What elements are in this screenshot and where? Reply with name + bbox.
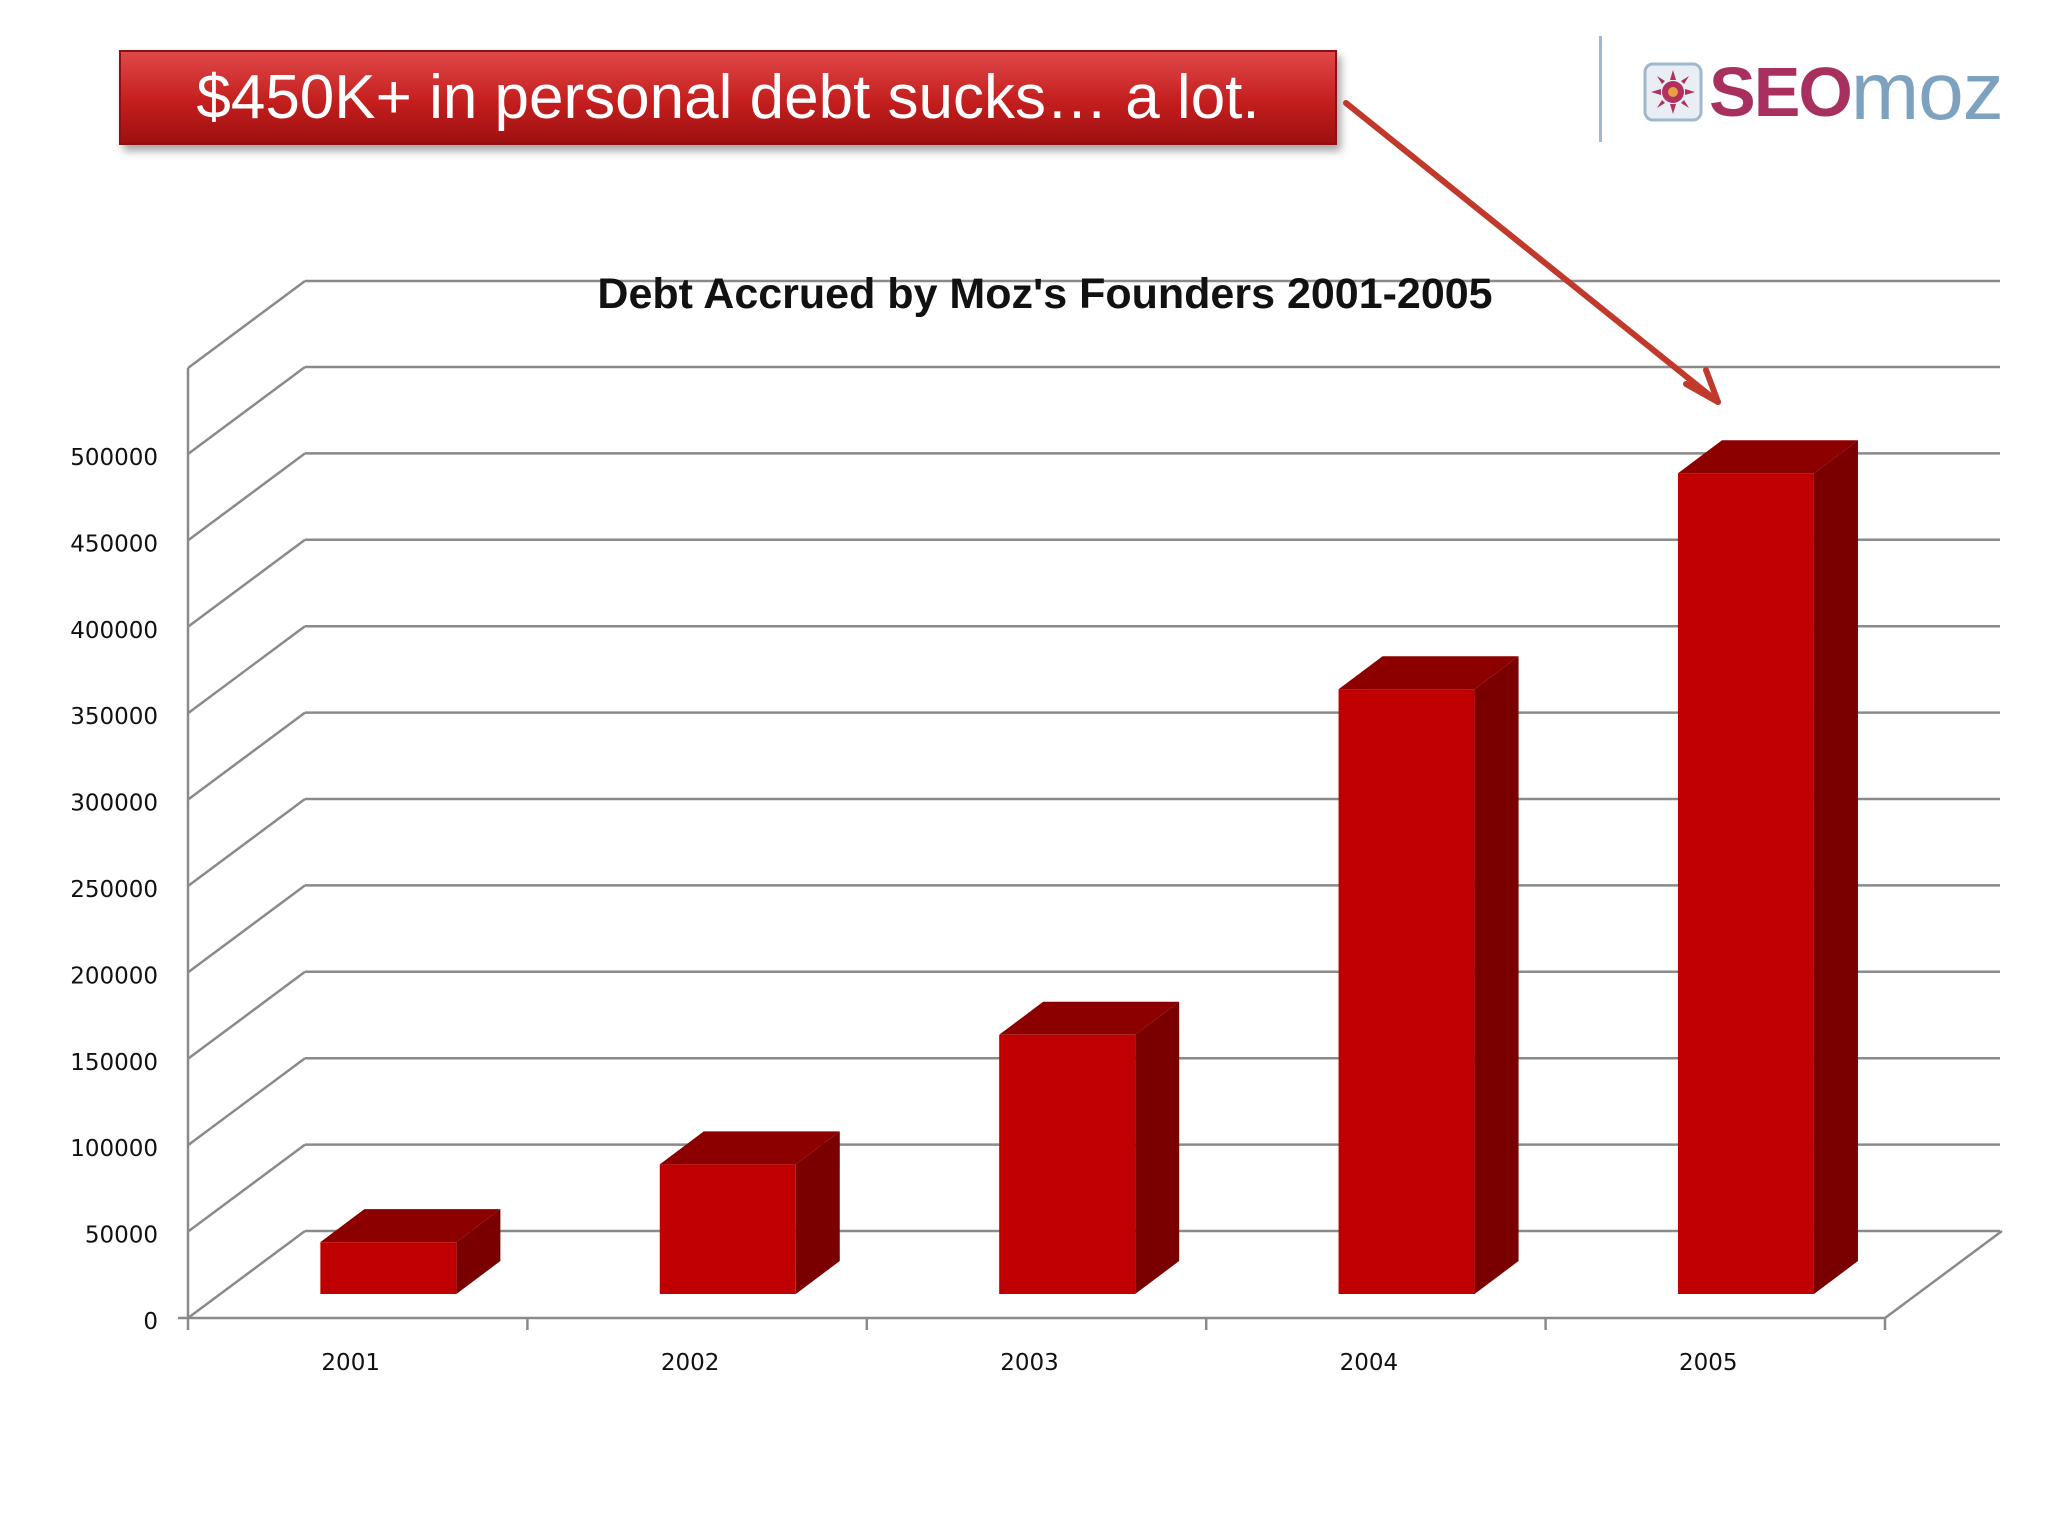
y-tick-label: 250000 [70, 877, 158, 903]
headline-text: $450K+ in personal debt sucks… a lot. [196, 63, 1260, 132]
gridline-depth [187, 1057, 306, 1147]
bar-top [320, 1209, 501, 1243]
gridline-depth [187, 538, 306, 628]
gridline-depth [187, 452, 306, 542]
bar-front [999, 1034, 1136, 1294]
gridline-depth [187, 625, 306, 715]
gridline-depth [187, 970, 306, 1060]
logo-moz-text: moz [1850, 46, 2004, 137]
y-tick-label: 150000 [70, 1050, 158, 1076]
y-tick-label: 50000 [85, 1223, 158, 1249]
bar-front [1677, 473, 1814, 1294]
gridline-depth [187, 1229, 306, 1320]
bar-side [456, 1209, 501, 1294]
bar-top [1677, 440, 1858, 474]
bar-top [999, 1001, 1180, 1035]
x-tick-label: 2005 [1679, 1350, 1738, 1376]
chart-title: Debt Accrued by Moz's Founders 2001-2005 [597, 270, 1492, 318]
logo-seo-text: SEO [1709, 53, 1853, 131]
x-tick-label: 2002 [661, 1350, 720, 1376]
gridline-depth [187, 365, 306, 456]
x-tick-label: 2001 [321, 1350, 380, 1376]
bar-side [1813, 440, 1858, 1294]
y-tick-label: 350000 [70, 704, 158, 730]
bar [659, 1131, 840, 1294]
y-tick-label: 400000 [70, 618, 158, 644]
seomoz-logo: SEO moz [1643, 46, 2004, 137]
gridline-depth [187, 279, 306, 370]
headline-banner: $450K+ in personal debt sucks… a lot. [119, 50, 1337, 145]
y-tick-label: 200000 [70, 963, 158, 989]
bar [1677, 440, 1858, 1294]
bar-side [795, 1131, 840, 1294]
y-tick-label: 500000 [70, 445, 158, 471]
bar-side [1135, 1001, 1180, 1294]
bar [320, 1209, 501, 1294]
seomoz-sun-icon [1643, 62, 1703, 122]
y-tick-label: 0 [143, 1309, 158, 1335]
y-tick-label: 450000 [70, 531, 158, 557]
gridline-depth [187, 1143, 306, 1233]
bar-front [320, 1242, 457, 1294]
gridline-depth [187, 711, 306, 801]
gridline-depth [187, 797, 306, 888]
y-tick-label: 100000 [70, 1136, 158, 1162]
bar-top [1338, 656, 1519, 690]
floor-edge [1884, 1229, 2003, 1320]
bar [999, 1001, 1180, 1294]
x-tick-label: 2004 [1340, 1350, 1399, 1376]
bar-top [659, 1131, 840, 1165]
bar-front [1338, 689, 1475, 1294]
annotation-arrow [1343, 100, 1721, 405]
gridline-depth [187, 884, 306, 974]
logo-divider [1599, 36, 1602, 142]
y-tick-label: 300000 [70, 791, 158, 817]
bar-front [659, 1164, 796, 1294]
x-tick-label: 2003 [1000, 1350, 1059, 1376]
bar [1338, 656, 1519, 1294]
bar-side [1474, 656, 1519, 1294]
